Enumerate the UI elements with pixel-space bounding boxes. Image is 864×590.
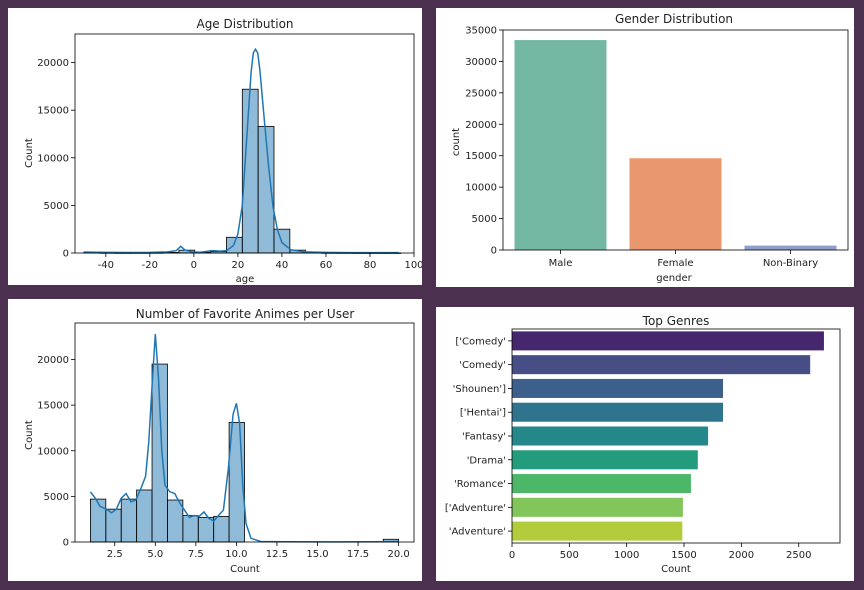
histogram-bar [167, 499, 184, 543]
histogram-bar [90, 498, 107, 543]
y-tick-label: 15000 [37, 401, 69, 412]
x-tick-label: Non-Binary [763, 258, 818, 269]
x-tick-label: 5.0 [147, 549, 163, 560]
y-tick-label: 'Shounen'] [453, 384, 506, 395]
x-tick-label: Male [549, 258, 573, 269]
y-tick-label: 0 [491, 246, 497, 257]
y-axis-label: Count [24, 420, 35, 450]
plot-frame [502, 29, 849, 251]
genre-bar [512, 450, 698, 470]
y-axis-label: Count [24, 138, 35, 168]
y-tick-label: 15000 [465, 151, 497, 162]
x-tick-label: 1000 [614, 550, 639, 561]
y-tick-label: 15000 [37, 106, 69, 117]
kde-curve [83, 47, 399, 254]
histogram-bar [136, 489, 153, 543]
y-tick-label: ['Comedy' [455, 336, 506, 347]
genre-bar [512, 378, 724, 398]
chart-title: Age Distribution [196, 17, 293, 31]
y-tick-label: 'Comedy' [459, 360, 506, 371]
y-tick-label: 10000 [37, 153, 69, 164]
gender-distribution-panel: Gender Distribution gender count Male Fem… [436, 8, 854, 287]
histogram-bar [182, 515, 199, 543]
y-tick-label: 10000 [465, 183, 497, 194]
x-axis-label: gender [656, 273, 692, 284]
genre-bar [512, 474, 691, 494]
plot-frame [74, 322, 415, 543]
x-tick-label: 100 [404, 260, 422, 271]
y-tick-label: 0 [63, 249, 69, 260]
x-tick-label: 1500 [671, 550, 696, 561]
x-tick-label: 17.5 [347, 549, 369, 560]
x-tick-label: -20 [142, 260, 158, 271]
x-tick-label: 60 [320, 260, 333, 271]
favorite-animes-panel: Number of Favorite Animes per User Count… [8, 299, 422, 581]
histogram-bar [213, 516, 230, 543]
y-tick-label: 5000 [472, 214, 497, 225]
y-tick-label: 30000 [465, 57, 497, 68]
gender-distribution-chart: Gender Distribution gender count Male Fem… [451, 12, 849, 284]
y-tick-label: 20000 [37, 58, 69, 69]
age-distribution-panel: Age Distribution age Count -40 -20 0 20 40 60… [8, 8, 422, 285]
genre-bar [512, 426, 709, 446]
y-tick-label: ['Adventure' [445, 503, 506, 514]
y-axis-label: count [451, 128, 462, 156]
x-axis-label: Count [661, 564, 691, 575]
x-tick-label: 20.0 [387, 549, 409, 560]
x-tick-label: 12.5 [266, 549, 288, 560]
histogram-bar [105, 508, 122, 543]
genre-bar [512, 355, 811, 375]
chart-title: Gender Distribution [615, 12, 733, 26]
y-tick-label: 10000 [37, 446, 69, 457]
x-tick-label: 2000 [729, 550, 754, 561]
chart-title: Number of Favorite Animes per User [136, 307, 355, 321]
top-genres-panel: Top Genres Count ['Comedy' 'Comedy' 'Shoun… [436, 307, 854, 581]
y-tick-label: 5000 [44, 492, 69, 503]
genre-bar [512, 497, 683, 517]
x-tick-label: 20 [232, 260, 245, 271]
x-tick-label: 40 [276, 260, 289, 271]
x-tick-label: 2.5 [107, 549, 123, 560]
age-distribution-chart: Age Distribution age Count -40 -20 0 20 40 60… [24, 17, 422, 285]
x-axis-label: age [236, 274, 255, 285]
genre-bar [512, 521, 683, 541]
y-tick-label: 'Romance' [454, 479, 506, 490]
y-tick-label: 25000 [465, 88, 497, 99]
x-tick-label: 2500 [786, 550, 811, 561]
bar-non-binary [744, 245, 837, 250]
x-axis-label: Count [230, 564, 260, 575]
histogram-bar [120, 498, 138, 543]
x-tick-label: 500 [560, 550, 579, 561]
y-tick-label: 'Fantasy' [462, 432, 506, 443]
favorite-animes-chart: Number of Favorite Animes per User Count… [24, 307, 415, 575]
top-genres-chart: Top Genres Count ['Comedy' 'Comedy' 'Shoun… [445, 314, 841, 575]
genre-bar [512, 331, 824, 351]
x-tick-label: 7.5 [188, 549, 204, 560]
bar-female [629, 158, 722, 250]
x-tick-label: 0 [191, 260, 197, 271]
y-tick-label: 20000 [37, 355, 69, 366]
y-tick-label: 35000 [465, 26, 497, 37]
genre-bar [512, 402, 724, 422]
histogram-bar [197, 516, 215, 543]
bar-male [514, 40, 607, 250]
x-tick-label: -40 [98, 260, 114, 271]
x-tick-label: Female [657, 258, 693, 269]
chart-title: Top Genres [642, 314, 710, 328]
kde-curve [89, 333, 399, 543]
x-tick-label: 15.0 [306, 549, 328, 560]
y-tick-label: ['Hentai'] [460, 408, 506, 419]
y-tick-label: 20000 [465, 120, 497, 131]
plot-frame [511, 328, 841, 544]
y-tick-label: 'Drama' [467, 455, 506, 466]
x-tick-label: 0 [509, 550, 515, 561]
x-tick-label: 80 [364, 260, 377, 271]
y-tick-label: 'Adventure' [449, 527, 506, 538]
y-tick-label: 0 [63, 538, 69, 549]
y-tick-label: 5000 [44, 201, 69, 212]
plot-frame [74, 33, 415, 254]
x-tick-label: 10.0 [225, 549, 247, 560]
